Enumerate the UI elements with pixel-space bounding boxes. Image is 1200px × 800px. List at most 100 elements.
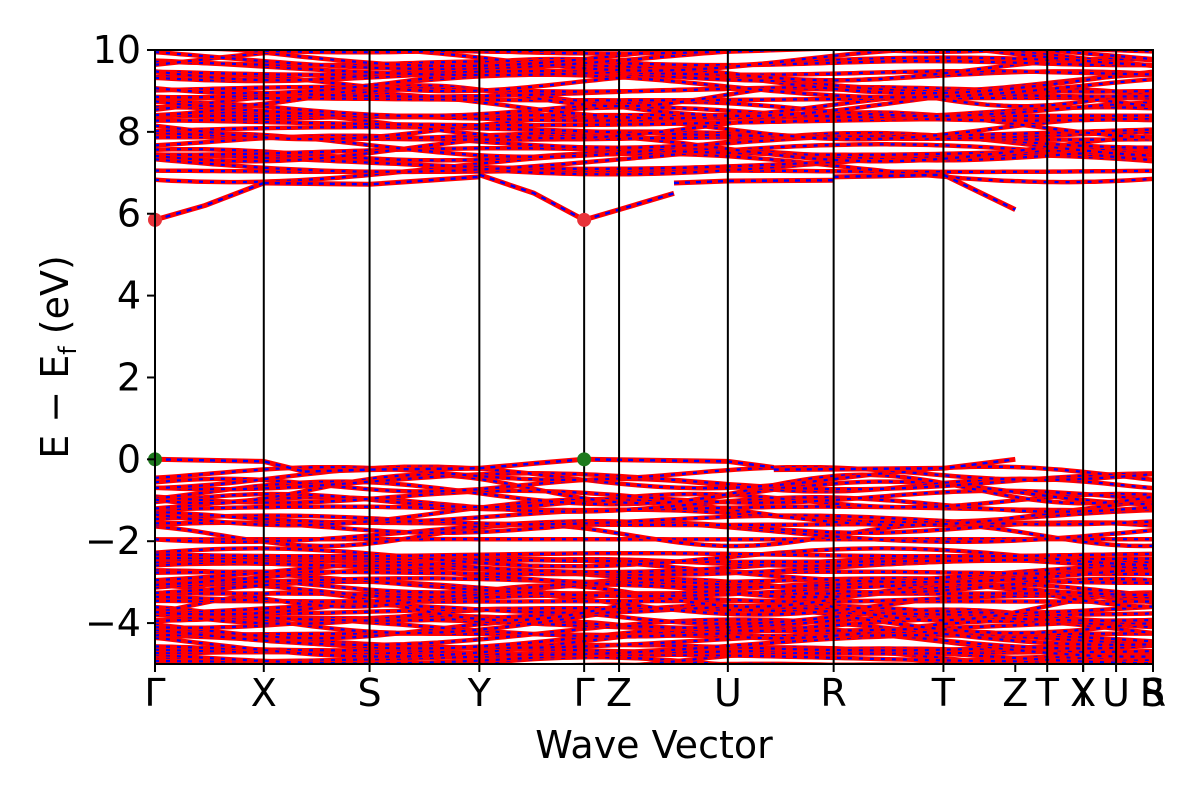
band-line-dashed bbox=[155, 85, 1153, 93]
vbm-marker bbox=[577, 452, 592, 467]
band-line-dashed bbox=[155, 147, 1153, 157]
band-line-dashed bbox=[155, 505, 1153, 512]
y-ticks: −4 −2 0 2 4 6 8 10 bbox=[85, 28, 155, 645]
band-line-dashed bbox=[155, 134, 1153, 163]
x-tick-label: Z bbox=[606, 671, 632, 715]
x-ticks: Γ X S Y Γ Z U R T Z T YX U SR bbox=[144, 664, 1166, 715]
band-line-dashed bbox=[155, 492, 1153, 509]
x-tick-label: Γ bbox=[574, 671, 595, 715]
band-line-dashed bbox=[155, 627, 1153, 658]
y-axis-label-tail: (eV) bbox=[33, 255, 77, 346]
band-line-dashed bbox=[155, 489, 1153, 504]
band-line-dashed bbox=[228, 50, 1153, 68]
conduction-band-edge-dashed bbox=[479, 173, 585, 221]
band-line-dashed bbox=[155, 604, 1153, 635]
y-tick-label: 10 bbox=[93, 28, 141, 72]
y-axis-label-main: E − E bbox=[33, 355, 77, 459]
band-line-dashed bbox=[155, 583, 1153, 599]
valence-manifold-deep bbox=[155, 546, 1153, 664]
band-line-dashed bbox=[155, 69, 1153, 76]
y-axis-label: E − Ef (eV) bbox=[33, 255, 82, 459]
x-tick-label: Y bbox=[1071, 671, 1096, 715]
kpoint-lines bbox=[154, 50, 1154, 664]
cbm-marker bbox=[577, 212, 592, 227]
band-line-dashed bbox=[155, 50, 1153, 70]
band-line-dashed bbox=[155, 547, 1153, 568]
band-line-dashed bbox=[155, 619, 1153, 640]
band-line-dashed bbox=[155, 498, 1153, 527]
x-tick-label: T bbox=[931, 671, 956, 715]
conduction-band-edge-dashed bbox=[263, 175, 480, 186]
band-line-dashed bbox=[155, 117, 1153, 127]
valence-manifold-upper bbox=[155, 464, 1153, 549]
valence-band-edge-dashed bbox=[155, 458, 305, 473]
band-line-dashed bbox=[155, 594, 1153, 603]
x-axis-label: Wave Vector bbox=[535, 723, 773, 767]
conduction-band-edge bbox=[478, 172, 586, 223]
x-tick-label: X bbox=[1070, 671, 1096, 715]
band-line-dashed bbox=[155, 472, 1153, 491]
y-tick-label: −4 bbox=[85, 601, 141, 645]
band-line-dashed bbox=[155, 152, 1153, 184]
band-line-dashed bbox=[155, 632, 1153, 637]
conduction-manifold bbox=[155, 50, 1153, 185]
x-tick-label: U bbox=[714, 671, 742, 715]
band-line-dashed bbox=[155, 653, 1153, 663]
band-line-dashed bbox=[155, 514, 1153, 526]
y-tick-label: 8 bbox=[117, 110, 141, 154]
x-tick-label: R bbox=[1140, 671, 1166, 715]
band-line-dashed bbox=[155, 646, 1153, 664]
band-line-dashed bbox=[155, 577, 1153, 594]
conduction-band-edge bbox=[155, 180, 265, 223]
band-line-dashed bbox=[155, 152, 1153, 170]
band-line-dashed bbox=[155, 143, 1153, 173]
x-tick-label: U bbox=[1102, 671, 1130, 715]
band-line-dashed bbox=[155, 508, 1153, 524]
band-line-dashed bbox=[155, 64, 1153, 95]
band-line-dashed bbox=[155, 558, 1153, 567]
band-line-dashed bbox=[155, 643, 1153, 652]
band-line-dashed bbox=[155, 618, 1153, 647]
band-line-dashed bbox=[155, 570, 1153, 576]
valence-band-edge-dashed bbox=[479, 458, 585, 470]
y-tick-label: 0 bbox=[117, 437, 141, 481]
y-tick-label: 2 bbox=[117, 355, 141, 399]
band-line-dashed bbox=[155, 473, 1153, 505]
conduction-band-edge-dashed bbox=[833, 173, 1016, 211]
x-tick-label: R bbox=[820, 671, 846, 715]
band-line-dashed bbox=[155, 126, 1153, 138]
band-line-dashed bbox=[155, 466, 1153, 481]
x-tick-label: T bbox=[1035, 671, 1060, 715]
band-edge-markers bbox=[148, 212, 592, 467]
band-line-dashed bbox=[155, 148, 1153, 162]
y-axis-label-sub: f bbox=[54, 346, 82, 355]
y-tick-label: 6 bbox=[117, 192, 141, 236]
band-line-dashed bbox=[155, 606, 1153, 622]
band-line bbox=[155, 50, 1153, 73]
valence-band-edge bbox=[584, 456, 775, 470]
band-line-dashed bbox=[155, 577, 1153, 584]
conduction-band-edge-dashed bbox=[583, 192, 675, 222]
x-tick-label: Γ bbox=[144, 671, 165, 715]
x-tick-label: S bbox=[1141, 671, 1165, 715]
band-line-dashed bbox=[155, 552, 1153, 558]
band-line-dashed bbox=[155, 607, 1153, 616]
x-tick-label: X bbox=[251, 671, 277, 715]
band-line bbox=[155, 50, 1153, 56]
band-line-dashed bbox=[155, 87, 1153, 98]
y-tick-label: 4 bbox=[117, 274, 141, 318]
x-tick-label: S bbox=[358, 671, 382, 715]
band-line-dashed bbox=[155, 520, 1153, 543]
band-line-dashed bbox=[155, 96, 1153, 102]
band-line-dashed bbox=[155, 100, 1153, 118]
plot-frame bbox=[154, 49, 1154, 665]
x-tick-label: Z bbox=[1002, 671, 1028, 715]
band-line-dashed bbox=[155, 631, 1153, 649]
band-line-dashed bbox=[218, 50, 494, 54]
conduction-band-edge-dashed bbox=[673, 179, 834, 185]
band-line-dashed bbox=[155, 580, 1153, 597]
band-line-dashed bbox=[155, 56, 1153, 77]
band-line-dashed bbox=[155, 116, 1153, 141]
plot-border bbox=[154, 49, 1154, 665]
